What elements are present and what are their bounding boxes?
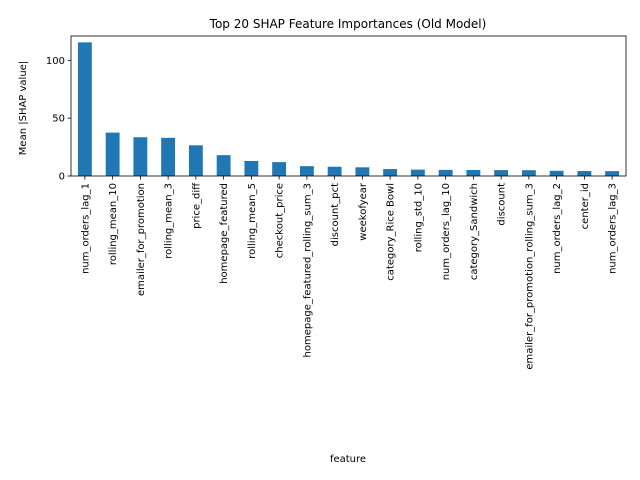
bar-8: [299, 166, 314, 176]
x-axis-label: feature: [330, 454, 366, 465]
x-tick-label-16: emailer_for_promotion_rolling_sum_3: [524, 183, 535, 370]
bar-12: [410, 169, 425, 176]
bar-16: [521, 170, 536, 176]
bar-19: [605, 171, 620, 176]
chart-title: Top 20 SHAP Feature Importances (Old Mod…: [209, 17, 487, 31]
x-tick-label-10: weekofyear: [358, 182, 369, 241]
x-tick-label-15: discount: [497, 183, 508, 226]
bar-10: [355, 167, 370, 176]
bar-5: [216, 155, 231, 176]
x-tick-label-13: num_orders_lag_10: [441, 183, 452, 280]
x-tick-label-14: category_Sandwich: [469, 183, 480, 280]
y-tick-label-1: 50: [52, 114, 65, 125]
bar-13: [438, 169, 453, 176]
x-tick-label-2: emailer_for_promotion: [136, 183, 147, 296]
bar-0: [77, 42, 92, 177]
x-tick-label-4: price_diff: [191, 182, 202, 229]
plot-frame: [70, 35, 627, 177]
bars-group: [77, 42, 620, 177]
x-tick-label-5: homepage_featured: [219, 183, 230, 284]
x-tick-label-7: checkout_price: [275, 183, 286, 258]
bar-14: [466, 169, 481, 176]
bar-7: [272, 162, 287, 176]
x-tick-label-12: rolling_std_10: [413, 183, 424, 252]
bar-11: [383, 169, 398, 176]
y-ticks-group: 0 50 100: [46, 56, 71, 183]
x-tick-label-11: category_Rice Bowl: [386, 183, 397, 281]
x-tick-label-0: num_orders_lag_1: [80, 183, 91, 274]
bar-2: [133, 137, 148, 176]
x-tick-label-18: center_id: [580, 183, 591, 229]
y-axis-label: Mean |SHAP value|: [18, 61, 29, 155]
x-tick-label-19: num_orders_lag_3: [608, 183, 619, 274]
x-tick-label-1: rolling_mean_10: [108, 183, 119, 265]
bar-6: [244, 160, 259, 176]
x-tick-label-3: rolling_mean_3: [164, 183, 175, 259]
bar-3: [161, 137, 176, 176]
x-tick-label-6: rolling_mean_5: [247, 183, 258, 259]
y-tick-label-2: 100: [46, 56, 65, 67]
y-tick-label-0: 0: [59, 172, 65, 183]
bar-17: [549, 170, 564, 176]
bar-4: [188, 145, 203, 176]
bar-1: [105, 132, 120, 176]
x-tick-label-9: discount_pct: [330, 183, 341, 246]
bar-18: [577, 171, 592, 176]
x-ticks-group: num_orders_lag_1 rolling_mean_10 emailer_f…: [80, 176, 619, 370]
bar-9: [327, 166, 342, 176]
x-tick-label-17: num_orders_lag_2: [552, 183, 563, 274]
bar-15: [494, 170, 509, 176]
x-tick-label-8: homepage_featured_rolling_sum_3: [302, 183, 313, 357]
